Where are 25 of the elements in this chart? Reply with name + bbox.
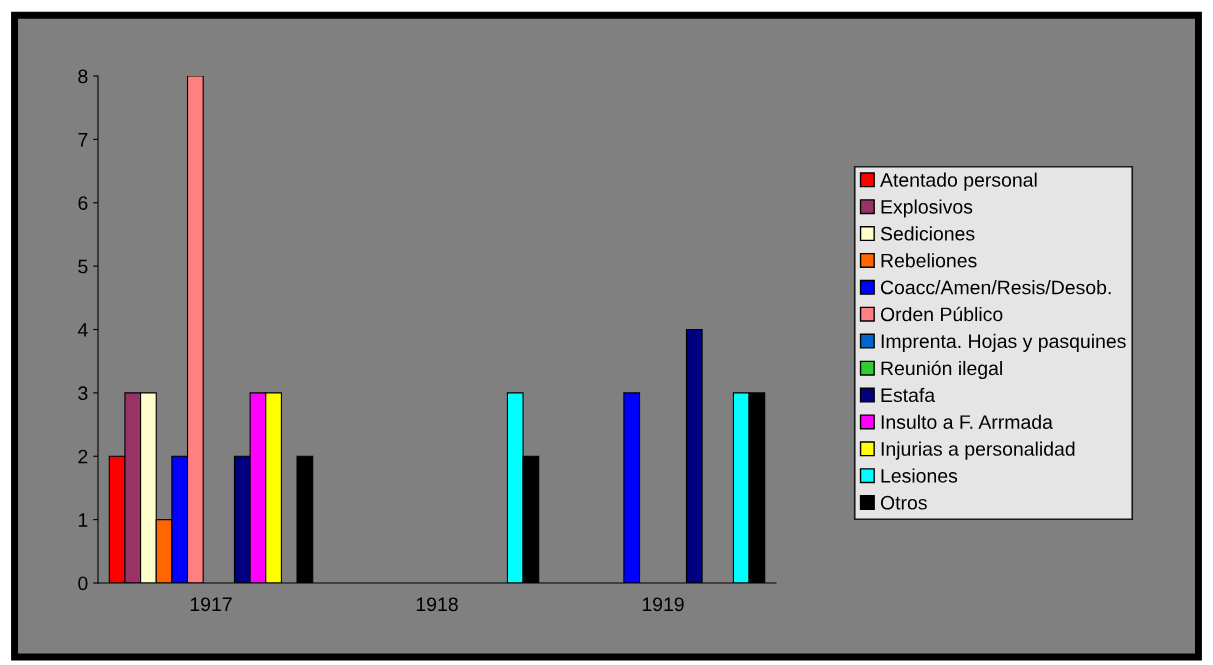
legend-label: Reunión ilegal <box>881 360 1002 380</box>
legend-label: Insulto a F. Arrmada <box>881 414 1053 429</box>
x-tick-label: 1917 <box>190 597 232 612</box>
y-tick-label: 7 <box>78 133 88 147</box>
legend-label: Injurias a personalidad <box>881 441 1075 460</box>
y-tick-label: 3 <box>78 386 88 401</box>
legend-label: Orden Público <box>880 306 1003 322</box>
y-tick-label: 2 <box>78 449 88 464</box>
legend-label: Otros <box>880 495 927 510</box>
y-tick-label: 0 <box>78 576 88 591</box>
y-tick-label: 6 <box>78 196 88 210</box>
y-tick-label: 1 <box>78 513 88 527</box>
y-tick-label: 4 <box>77 323 88 337</box>
legend-label: Lesiones <box>881 468 958 483</box>
legend-label: Sediciones <box>880 226 975 241</box>
legend-label: Rebeliones <box>881 253 977 268</box>
x-tick-label: 1918 <box>416 597 458 612</box>
legend-label: Coacc/Amen/Resis/Desob. <box>880 280 1111 295</box>
legend-label: Imprenta. Hojas y pasquines <box>881 333 1126 352</box>
y-tick-label: 5 <box>78 259 88 274</box>
x-tick-label: 1919 <box>642 597 684 612</box>
legend-label: Atentado personal <box>880 172 1037 191</box>
legend-label: Explosivos <box>881 199 973 218</box>
y-tick-label: 8 <box>78 69 88 84</box>
legend-label: Estafa <box>881 387 936 403</box>
